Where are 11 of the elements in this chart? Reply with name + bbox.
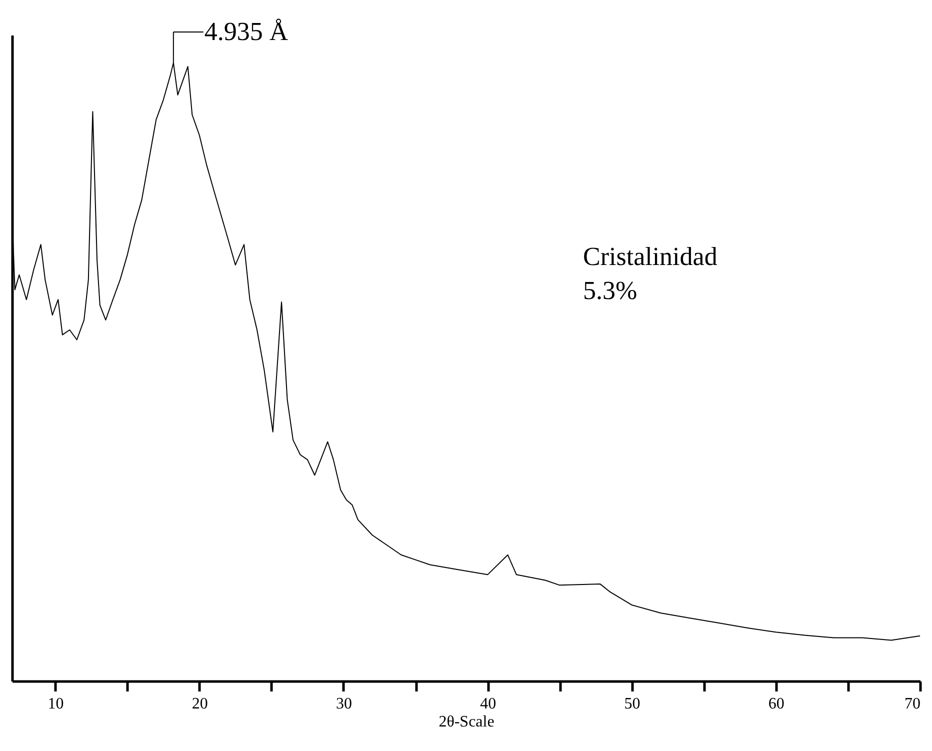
x-tick-label: 20 (192, 696, 208, 712)
annotation: Cristalinidad (583, 242, 718, 271)
annotation: 4.935 Å (204, 17, 288, 46)
x-tick-label: 50 (624, 696, 640, 712)
x-tick-label: 70 (904, 696, 920, 712)
x-tick-label: 60 (768, 696, 784, 712)
x-tick-label: 10 (48, 696, 64, 712)
x-axis-title: 2θ-Scale (438, 714, 494, 730)
x-tick-label: 40 (480, 696, 496, 712)
x-tick-label: 30 (336, 696, 352, 712)
annotation: 5.3% (583, 276, 638, 305)
